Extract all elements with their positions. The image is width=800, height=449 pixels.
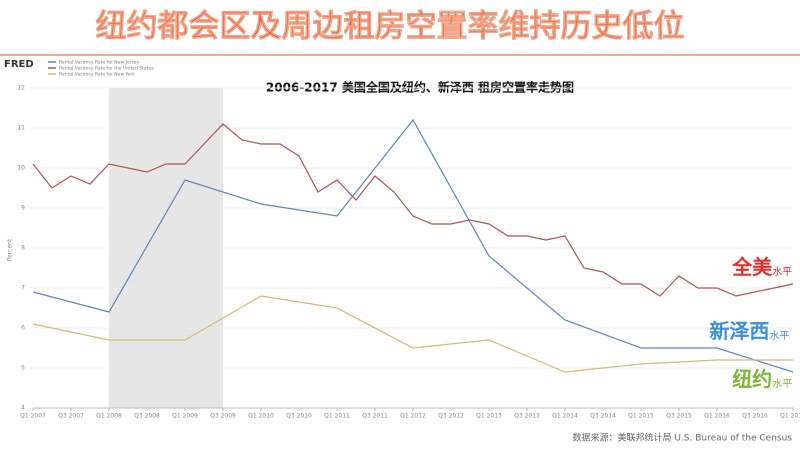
annotation: 纽约水平	[732, 367, 792, 391]
x-tick-label: Q1 2017	[780, 413, 800, 420]
x-tick-label: Q1 2008	[96, 413, 122, 420]
x-tick-label: Q1 2012	[400, 413, 426, 420]
annotation-text: 新泽西	[709, 319, 769, 343]
x-tick-label: Q1 2015	[628, 413, 654, 420]
y-tick-label: 7	[21, 285, 25, 292]
annotation-suffix: 水平	[772, 378, 792, 390]
y-tick-label: 8	[21, 245, 25, 252]
y-tick-label: 12	[17, 85, 25, 92]
y-tick-label: 4	[21, 405, 25, 412]
series-line	[32, 123, 794, 297]
x-tick-label: Q1 2009	[172, 413, 198, 420]
x-tick-label: Q3 2012	[438, 413, 464, 420]
chart-title: 2006-2017 美国全国及纽约、新泽西 租房空置率走势图	[266, 80, 574, 95]
divider	[0, 54, 800, 56]
y-tick-label: 6	[21, 325, 25, 332]
annotation: 新泽西水平	[709, 319, 789, 343]
legend-label: Rental Vacancy Rate for New York	[59, 72, 135, 78]
x-tick-label: Q1 2007	[20, 413, 46, 420]
series-line	[32, 118, 794, 373]
legend-label: Rental Vacancy Rate for the United State…	[59, 66, 154, 72]
x-tick-label: Q1 2013	[476, 413, 502, 420]
x-tick-label: Q3 2015	[666, 413, 692, 420]
annotation-text: 纽约	[732, 367, 772, 391]
x-tick-label: Q3 2016	[742, 413, 768, 420]
x-tick-label: Q3 2010	[286, 413, 312, 420]
x-tick-label: Q3 2008	[134, 413, 160, 420]
source: 数据来源：美联邦统计局 U.S. Bureau of the Census	[572, 432, 792, 444]
x-tick-label: Q3 2014	[590, 413, 616, 420]
x-tick-label: Q3 2011	[362, 413, 388, 420]
series-line	[32, 295, 793, 373]
annotation-suffix: 水平	[772, 266, 792, 278]
y-tick-label: 10	[17, 165, 25, 172]
x-tick-label: Q3 2009	[210, 413, 236, 420]
y-axis-label: Percent	[7, 238, 14, 261]
annotation: 全美水平	[731, 255, 792, 279]
x-tick-label: Q1 2014	[552, 413, 578, 420]
x-tick-label: Q3 2007	[58, 413, 84, 420]
x-tick-label: Q1 2010	[248, 413, 274, 420]
logo: FRED	[4, 59, 34, 70]
x-tick-label: Q1 2011	[324, 413, 350, 420]
y-tick-label: 9	[21, 205, 25, 212]
x-tick-label: Q3 2013	[514, 413, 540, 420]
y-tick-label: 11	[17, 125, 25, 132]
y-tick-label: 5	[21, 365, 25, 372]
page-title: 纽约都会区及周边租房空置率维持历史低位	[96, 9, 685, 45]
annotation-suffix: 水平	[769, 330, 789, 342]
legend-label: Rental Vacancy Rate for New Jersey	[59, 60, 140, 66]
annotation-text: 全美	[731, 255, 773, 279]
x-tick-label: Q1 2016	[704, 413, 730, 420]
